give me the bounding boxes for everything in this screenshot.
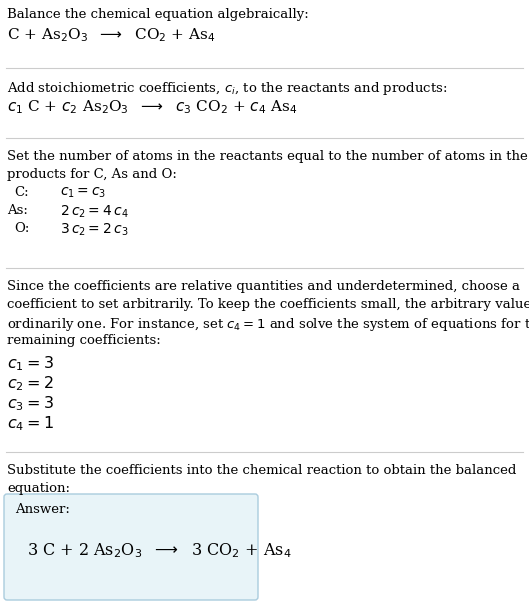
FancyBboxPatch shape [4,494,258,600]
Text: remaining coefficients:: remaining coefficients: [7,334,161,347]
Text: Balance the chemical equation algebraically:: Balance the chemical equation algebraica… [7,8,309,21]
Text: $c_1 = 3$: $c_1 = 3$ [7,354,54,373]
Text: $c_3 = 3$: $c_3 = 3$ [7,394,54,413]
Text: $c_4 = 1$: $c_4 = 1$ [7,414,54,433]
Text: $2\,c_2 = 4\,c_4$: $2\,c_2 = 4\,c_4$ [60,204,129,220]
Text: Answer:: Answer: [15,503,70,516]
Text: $c_2 = 2$: $c_2 = 2$ [7,374,53,393]
Text: products for C, As and O:: products for C, As and O: [7,168,177,181]
Text: O:: O: [14,222,30,235]
Text: Set the number of atoms in the reactants equal to the number of atoms in the: Set the number of atoms in the reactants… [7,150,528,163]
Text: coefficient to set arbitrarily. To keep the coefficients small, the arbitrary va: coefficient to set arbitrarily. To keep … [7,298,529,311]
Text: equation:: equation: [7,482,70,495]
Text: 3 C + 2 As$_2$O$_3$  $\longrightarrow$  3 CO$_2$ + As$_4$: 3 C + 2 As$_2$O$_3$ $\longrightarrow$ 3 … [27,541,291,560]
Text: Since the coefficients are relative quantities and underdetermined, choose a: Since the coefficients are relative quan… [7,280,520,293]
Text: Add stoichiometric coefficients, $c_i$, to the reactants and products:: Add stoichiometric coefficients, $c_i$, … [7,80,448,97]
Text: $3\,c_2 = 2\,c_3$: $3\,c_2 = 2\,c_3$ [60,222,129,239]
Text: Substitute the coefficients into the chemical reaction to obtain the balanced: Substitute the coefficients into the che… [7,464,516,477]
Text: C:: C: [14,186,29,199]
Text: ordinarily one. For instance, set $c_4 = 1$ and solve the system of equations fo: ordinarily one. For instance, set $c_4 =… [7,316,529,333]
Text: $c_1 = c_3$: $c_1 = c_3$ [60,186,106,200]
Text: $c_1$ C + $c_2$ As$_2$O$_3$  $\longrightarrow$  $c_3$ CO$_2$ + $c_4$ As$_4$: $c_1$ C + $c_2$ As$_2$O$_3$ $\longrighta… [7,98,297,116]
Text: C + As$_2$O$_3$  $\longrightarrow$  CO$_2$ + As$_4$: C + As$_2$O$_3$ $\longrightarrow$ CO$_2$… [7,26,216,44]
Text: As:: As: [7,204,28,217]
